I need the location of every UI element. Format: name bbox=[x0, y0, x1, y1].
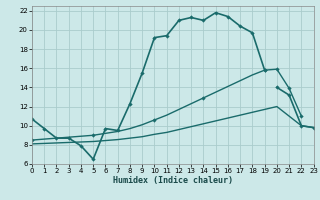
X-axis label: Humidex (Indice chaleur): Humidex (Indice chaleur) bbox=[113, 176, 233, 185]
